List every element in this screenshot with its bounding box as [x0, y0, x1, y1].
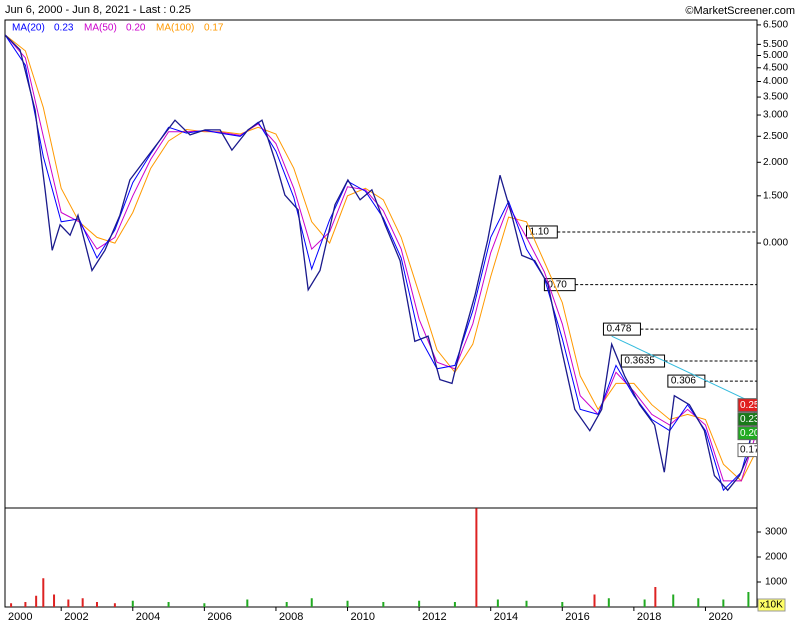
volume-bar — [310, 598, 313, 607]
x-tick-label: 2002 — [64, 611, 88, 623]
value-box — [737, 412, 757, 427]
x-tick-label: 2008 — [279, 611, 303, 623]
moving-average — [5, 34, 757, 492]
volume-unit: x10K — [760, 600, 783, 611]
annotation-box — [525, 225, 558, 239]
y-tick-label: 1.500 — [763, 190, 788, 201]
volume-tick-label: 2000 — [765, 552, 788, 563]
legend-value: 0.20 — [126, 23, 146, 34]
moving-average — [5, 34, 757, 482]
volume-bar — [42, 578, 45, 607]
x-tick-label: 2010 — [351, 611, 375, 623]
volume-bar — [285, 602, 288, 607]
legend-value: 0.23 — [54, 23, 74, 34]
volume-bar — [346, 600, 349, 607]
y-tick-label: 3.500 — [763, 92, 788, 103]
annotation-box — [602, 322, 641, 336]
value-box — [737, 426, 757, 441]
trendline — [611, 335, 757, 406]
annotation-box — [543, 278, 576, 292]
x-tick-label: 2020 — [708, 611, 732, 623]
volume-tick-label: 3000 — [765, 527, 788, 538]
volume-bar — [246, 599, 249, 607]
volume-bar — [113, 603, 116, 607]
volume-bar — [525, 600, 528, 607]
volume-bar — [81, 598, 84, 607]
volume-bar — [35, 595, 38, 607]
annotation-label: 0.478 — [606, 324, 631, 335]
volume-bar — [53, 594, 56, 607]
annotation-label: 1.10 — [529, 227, 549, 238]
y-tick-label: 0.000 — [763, 238, 788, 249]
annotation-box — [667, 374, 706, 388]
x-tick-label: 2012 — [422, 611, 446, 623]
value-box-label: 0.23 — [740, 414, 760, 425]
volume-bar — [24, 602, 27, 607]
x-tick-label: 2016 — [565, 611, 589, 623]
volume-bar — [418, 600, 421, 607]
legend-name: MA(100) — [156, 23, 194, 34]
volume-bar — [643, 599, 646, 607]
volume-bar — [453, 602, 456, 607]
volume-bar — [747, 592, 750, 607]
annotation-label: 0.3635 — [624, 356, 655, 367]
y-tick-label: 6.500 — [763, 20, 788, 31]
y-tick-label: 2.000 — [763, 157, 788, 168]
price-line — [5, 34, 757, 492]
annotation-label: 0.70 — [547, 279, 567, 290]
y-tick-label: 4.500 — [763, 62, 788, 73]
plot-area: 1.10 0.70 0.478 0.3635 0.306 0.25 0.23 0.20 0.17 — [5, 34, 760, 492]
volume-bar — [672, 594, 675, 607]
volume-unit-box — [757, 598, 786, 612]
volume-bar — [475, 508, 478, 607]
volume-bar — [654, 587, 657, 607]
moving-average — [5, 34, 757, 482]
volume-bar — [607, 598, 610, 607]
value-box — [737, 443, 757, 458]
y-tick-label: 2.500 — [763, 131, 788, 142]
y-tick-label: 5.000 — [763, 50, 788, 61]
y-tick-label: 4.000 — [763, 76, 788, 87]
volume-bar — [167, 602, 170, 607]
chart-title: Jun 6, 2000 - Jun 8, 2021 - Last : 0.25 — [5, 4, 191, 16]
volume-panel — [4, 507, 758, 608]
legend-name: MA(20) — [12, 23, 45, 34]
volume-bar — [561, 602, 564, 607]
legend-name: MA(50) — [84, 23, 117, 34]
value-box-label: 0.25 — [740, 400, 760, 411]
x-tick-label: 2000 — [8, 611, 32, 623]
volume-bar — [593, 594, 596, 607]
volume-bar — [382, 602, 385, 607]
volume-bar — [67, 599, 70, 607]
volume-bar — [95, 602, 98, 607]
value-box-label: 0.20 — [740, 428, 760, 439]
x-tick-label: 2014 — [494, 611, 518, 623]
volume-bar — [131, 600, 134, 607]
value-box-label: 0.17 — [740, 445, 760, 456]
volume-bar — [496, 599, 499, 607]
source: ©MarketScreener.com — [685, 5, 795, 17]
y-tick-label: 3.000 — [763, 110, 788, 121]
volume-tick-label: 1000 — [765, 577, 788, 588]
volume-bar — [10, 603, 13, 607]
value-box — [737, 398, 757, 413]
x-tick-label: 2006 — [207, 611, 231, 623]
x-tick-label: 2004 — [136, 611, 160, 623]
price-panel — [4, 19, 758, 509]
volume-bar — [203, 603, 206, 607]
volume-bar — [722, 599, 725, 607]
annotation-label: 0.306 — [671, 376, 696, 387]
volume-bar — [697, 598, 700, 607]
x-tick-label: 2018 — [637, 611, 661, 623]
y-tick-label: 5.500 — [763, 39, 788, 50]
legend-value: 0.17 — [204, 23, 224, 34]
